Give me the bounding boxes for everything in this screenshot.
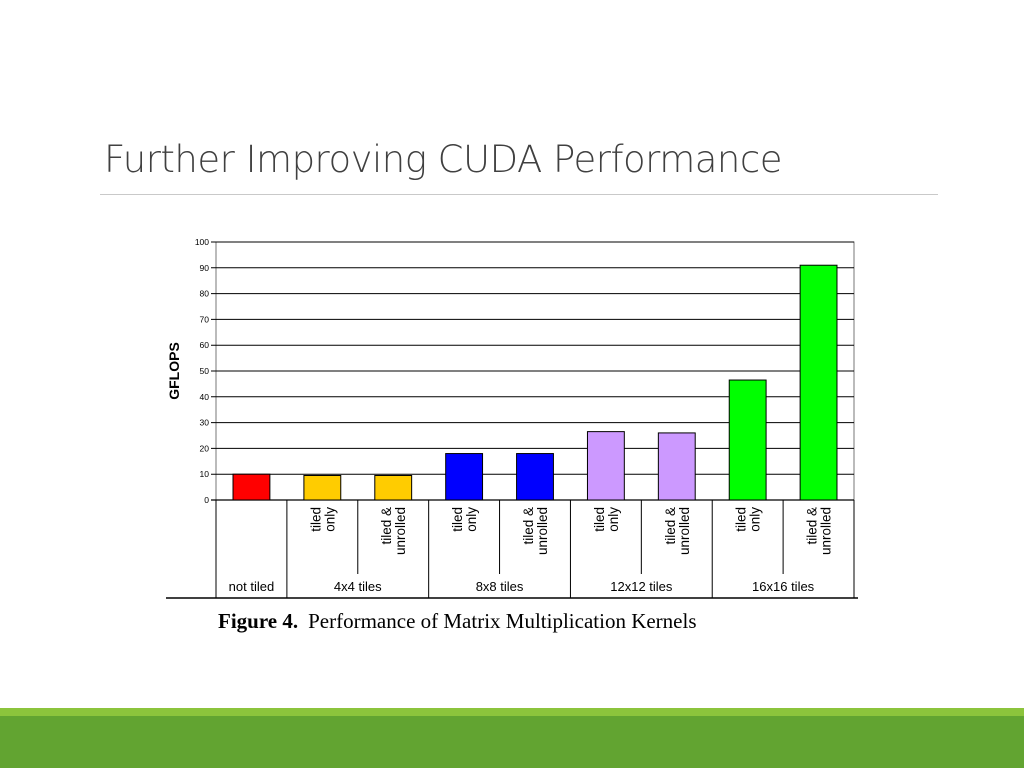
- bar-sublabel: tiled &: [379, 507, 394, 545]
- bars: [232, 264, 838, 501]
- bar-sublabel: unrolled: [819, 507, 834, 555]
- group-label: 12x12 tiles: [610, 579, 673, 594]
- figure-caption: Figure 4. Performance of Matrix Multiplic…: [218, 609, 697, 633]
- bar-sublabel: tiled &: [663, 507, 678, 545]
- bar-sublabel: tiled &: [805, 507, 820, 545]
- y-tick-label: 90: [200, 263, 210, 273]
- y-tick-label: 30: [200, 418, 210, 428]
- y-tick-label: 60: [200, 340, 210, 350]
- bar-sublabel: only: [606, 507, 621, 532]
- bar-sublabel: tiled: [734, 507, 749, 532]
- group-label: not tiled: [229, 579, 275, 594]
- bar-sublabel: tiled &: [521, 507, 536, 545]
- bar-sublabel: unrolled: [677, 507, 692, 555]
- y-tick-label: 70: [200, 314, 210, 324]
- caption-text: Performance of Matrix Multiplication Ker…: [308, 609, 696, 633]
- y-tick-labels: 0 10 20 30 40 50 60 70 80 90 100: [195, 237, 209, 505]
- bar: [657, 432, 696, 501]
- bar-sublabel: tiled: [592, 507, 607, 532]
- bar-sublabel: tiled: [308, 507, 323, 532]
- bar: [799, 264, 838, 501]
- bar: [303, 474, 342, 501]
- footer-band: [0, 716, 1024, 768]
- bar-sublabel: tiled: [450, 507, 465, 532]
- group-label: 4x4 tiles: [334, 579, 382, 594]
- bar: [516, 453, 554, 501]
- y-tick-label: 20: [200, 443, 210, 453]
- y-tick-label: 100: [195, 237, 209, 247]
- bar: [374, 474, 413, 501]
- y-tick-label: 50: [200, 366, 210, 376]
- bar-sublabel: unrolled: [535, 507, 550, 555]
- slide-title: Further Improving CUDA Performance: [104, 138, 782, 181]
- y-tick-label: 40: [200, 392, 210, 402]
- group-label: 8x8 tiles: [476, 579, 524, 594]
- bar: [728, 379, 767, 501]
- y-tick-label: 0: [204, 495, 209, 505]
- bar-sublabel: only: [748, 507, 763, 532]
- bar: [232, 473, 271, 501]
- bar: [586, 431, 625, 501]
- y-tick-label: 10: [200, 469, 210, 479]
- caption-bold: Figure 4.: [218, 609, 298, 633]
- bar-sublabel: unrolled: [393, 507, 408, 555]
- footer-band-accent: [0, 708, 1024, 716]
- bar-sublabel: only: [322, 507, 337, 532]
- y-tick-label: 80: [200, 289, 210, 299]
- y-axis-label: GFLOPS: [166, 342, 182, 400]
- group-label: 16x16 tiles: [752, 579, 815, 594]
- title-divider: [100, 194, 938, 195]
- bar: [445, 453, 484, 501]
- bar-sublabel: only: [464, 507, 479, 532]
